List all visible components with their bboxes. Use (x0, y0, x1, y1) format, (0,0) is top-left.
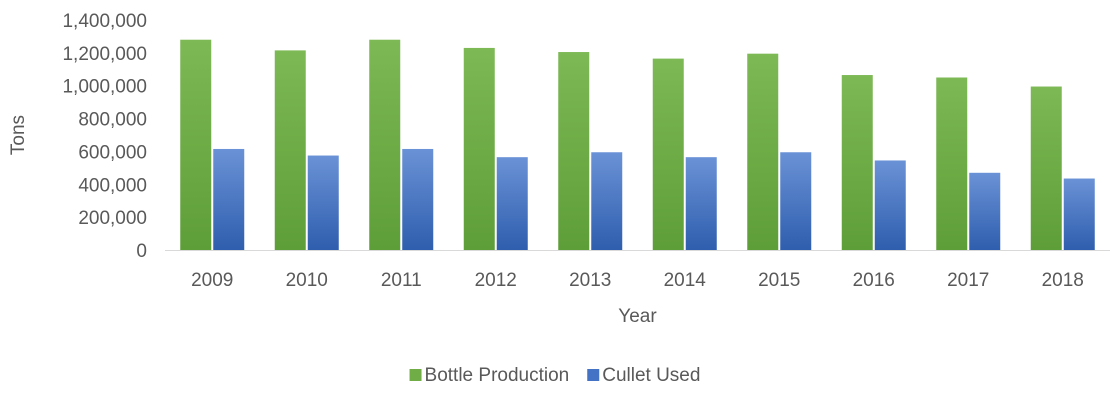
bar-bottle-production-2010 (274, 50, 306, 251)
y-tick-label: 400,000 (78, 175, 147, 196)
legend: Bottle Production Cullet Used (409, 365, 700, 386)
bars (180, 39, 1095, 251)
x-tick-label: 2017 (947, 270, 989, 291)
y-tick-label: 0 (136, 241, 147, 262)
y-tick-label: 200,000 (78, 208, 147, 229)
legend-label-cullet-used: Cullet Used (602, 365, 700, 386)
legend-swatch-cullet-used (587, 369, 600, 381)
bar-cullet-used-2014 (685, 157, 717, 250)
bar-cullet-used-2011 (402, 148, 434, 250)
y-tick-label: 1,400,000 (62, 11, 147, 32)
bar-cullet-used-2017 (969, 172, 1001, 250)
bar-bottle-production-2018 (1030, 86, 1062, 251)
bar-cullet-used-2012 (496, 157, 528, 250)
bar-bottle-production-2011 (369, 39, 401, 250)
bar-bottle-production-2017 (936, 77, 968, 250)
x-tick-label: 2011 (381, 270, 422, 291)
y-axis-ticks: 0 200,000 400,000 600,000 800,000 1,000,000 1,… (62, 11, 147, 262)
bar-bottle-production-2009 (180, 39, 212, 250)
y-tick-label: 1,000,000 (62, 77, 147, 98)
x-tick-label: 2018 (1042, 270, 1084, 291)
bar-cullet-used-2015 (780, 152, 812, 250)
x-tick-label: 2014 (664, 270, 707, 291)
bar-bottle-production-2015 (747, 53, 779, 250)
bar-cullet-used-2013 (591, 152, 623, 250)
bar-cullet-used-2009 (213, 148, 245, 250)
legend-label-bottle-production: Bottle Production (425, 365, 570, 386)
y-tick-label: 600,000 (78, 142, 147, 163)
y-axis-title: Tons (8, 115, 29, 155)
x-tick-label: 2013 (569, 270, 611, 291)
bar-bottle-production-2016 (841, 75, 873, 251)
x-tick-label: 2009 (191, 270, 233, 291)
x-tick-label: 2016 (853, 270, 895, 291)
x-tick-label: 2012 (475, 270, 517, 291)
bar-bottle-production-2013 (558, 52, 590, 251)
x-axis-title: Year (618, 306, 657, 327)
legend-swatch-bottle-production (409, 369, 422, 381)
bar-bottle-production-2014 (652, 58, 684, 250)
y-tick-label: 1,200,000 (62, 44, 147, 65)
bar-cullet-used-2010 (307, 155, 339, 250)
x-tick-label: 2010 (286, 270, 328, 291)
y-tick-label: 800,000 (78, 110, 147, 131)
bar-cullet-used-2018 (1063, 178, 1095, 250)
x-axis-ticks: 2009 2010 2011 2012 2013 2014 2015 2016 2017 2018 (191, 270, 1084, 291)
bar-cullet-used-2016 (874, 160, 906, 250)
x-tick-label: 2015 (758, 270, 800, 291)
bar-bottle-production-2012 (463, 47, 495, 250)
